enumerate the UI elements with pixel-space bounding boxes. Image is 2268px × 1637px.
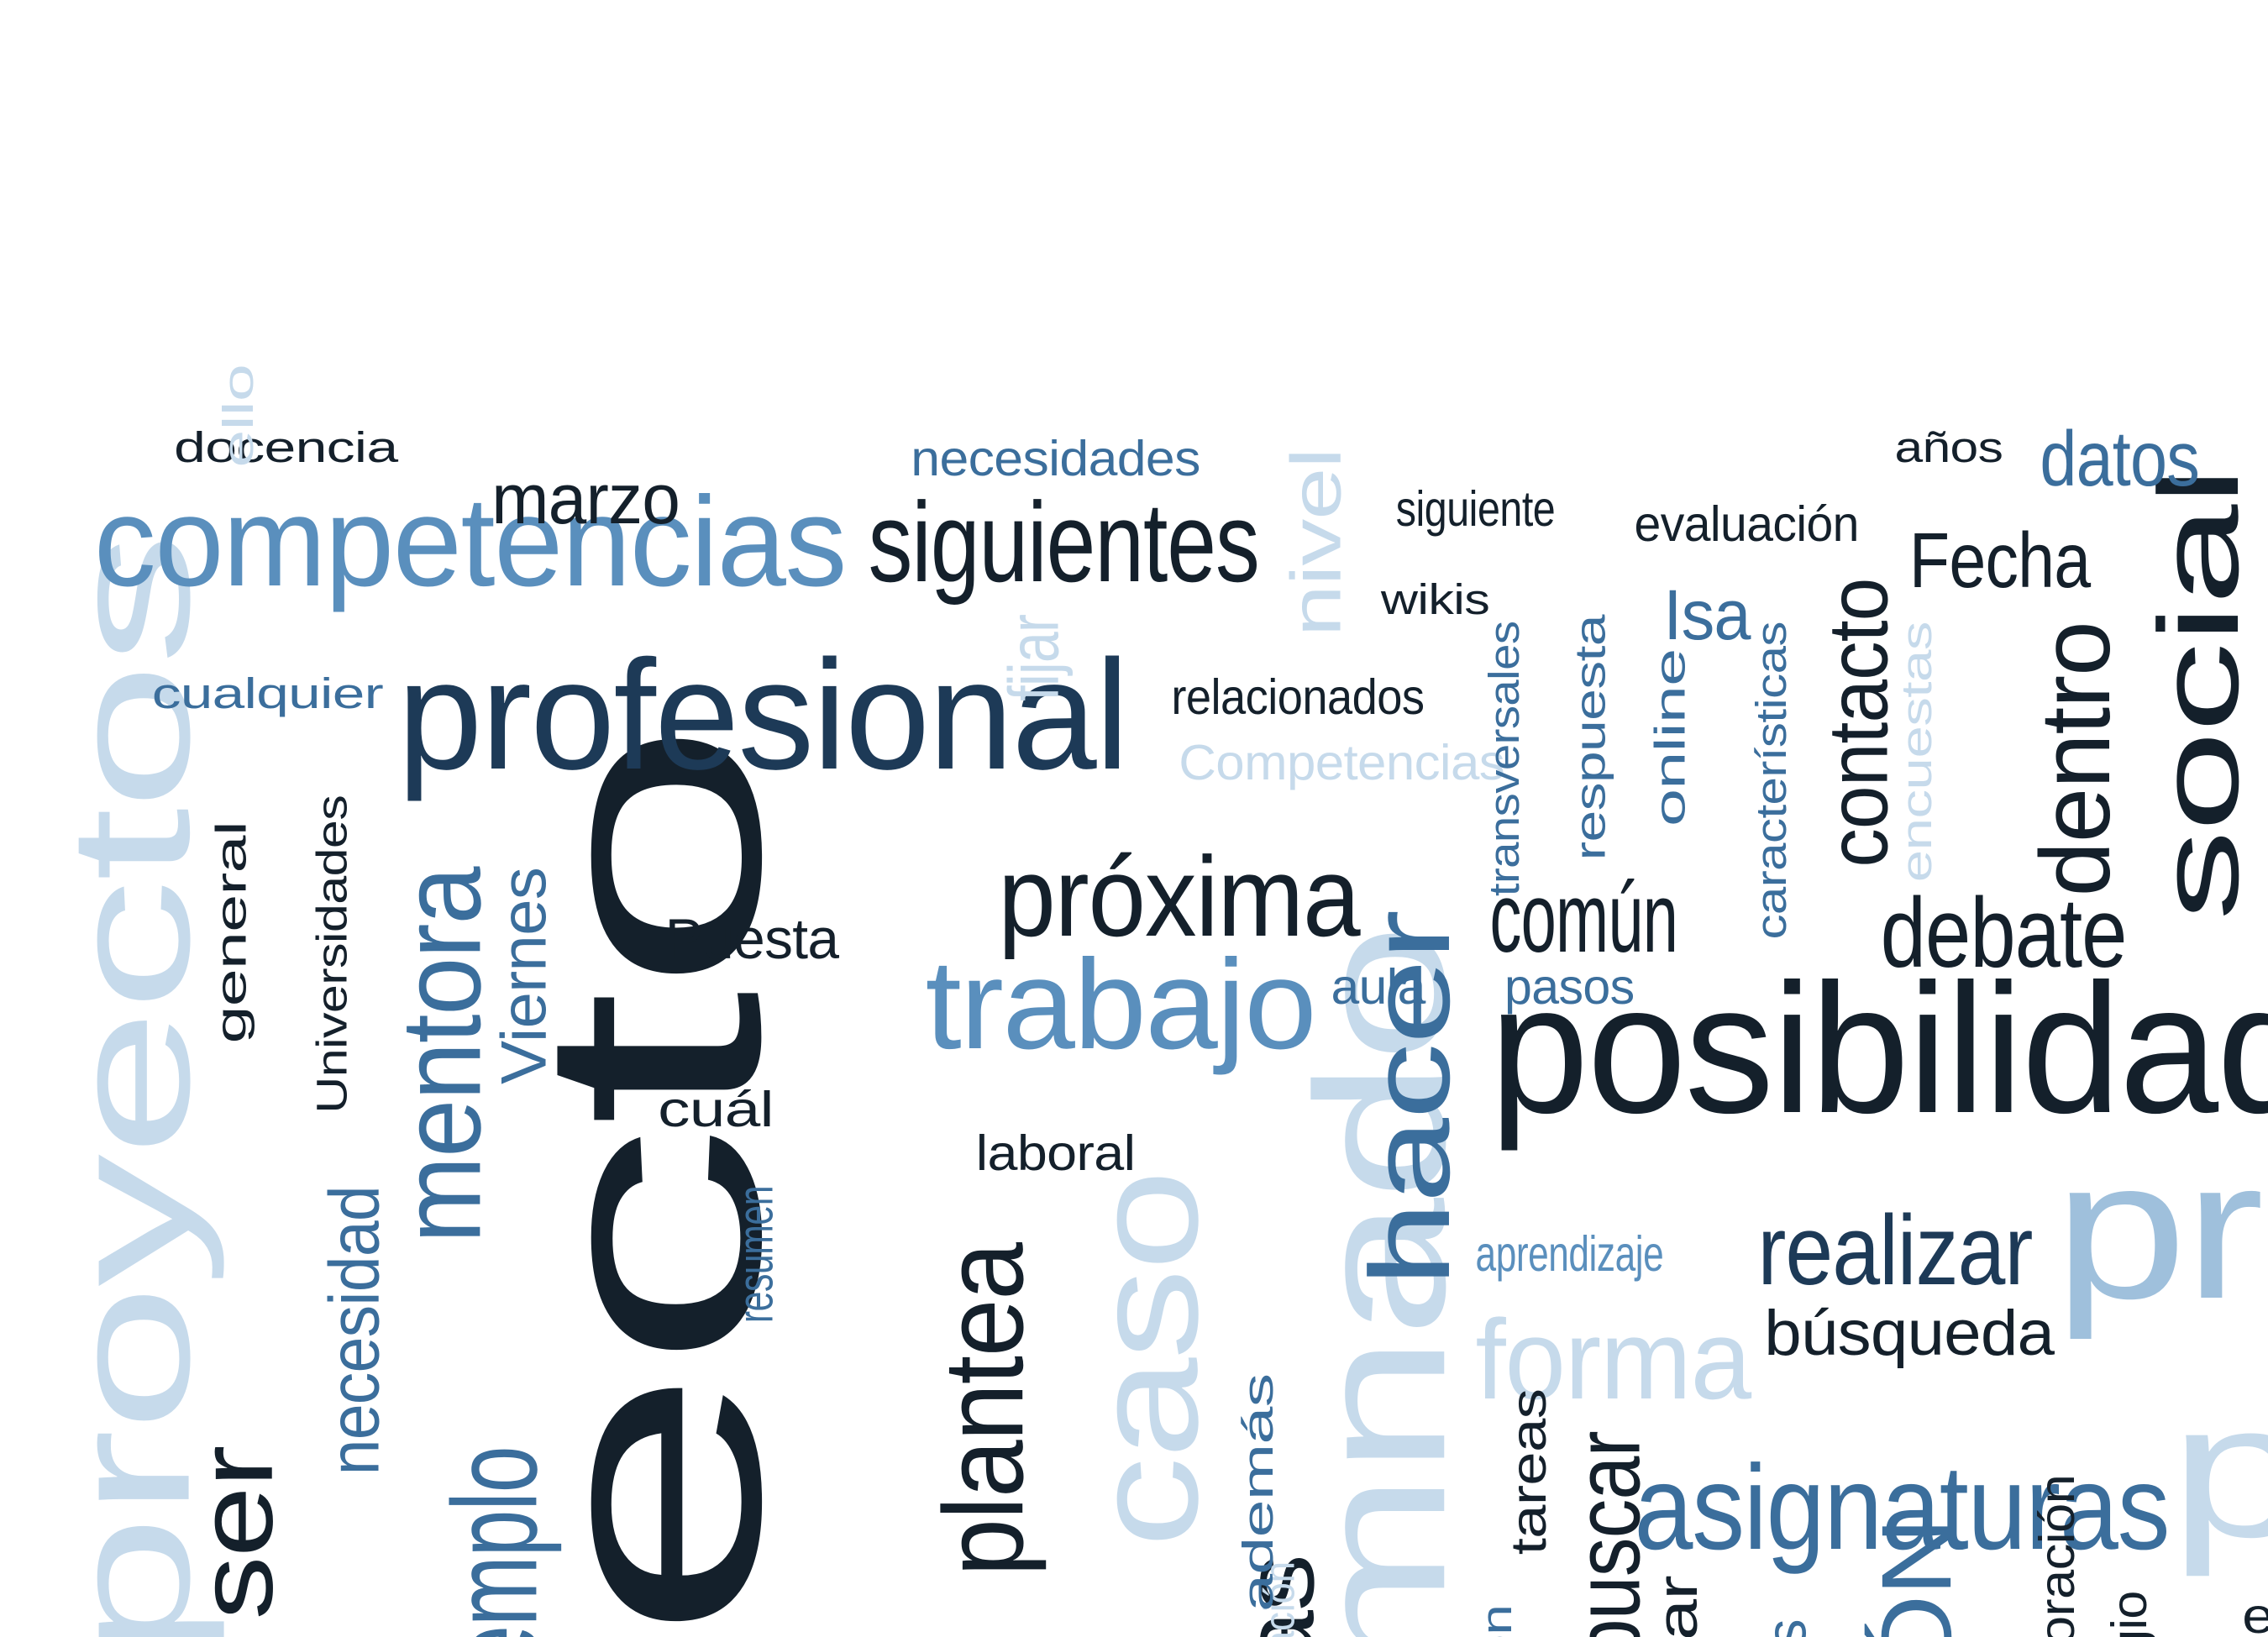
cloud-word: docencia (173, 423, 398, 472)
cloud-word: trabajo (926, 933, 1317, 1076)
cloud-word: necesidad (314, 1186, 394, 1476)
cloud-word: Viernes (488, 868, 560, 1085)
cloud-word: laboral (976, 1125, 1136, 1181)
cloud-word: Sergio (2102, 1591, 2157, 1637)
cloud-word: profesional (397, 628, 1130, 803)
cloud-word: propuesta (2170, 1375, 2268, 1567)
cloud-word: realizar (1757, 1195, 2033, 1307)
cloud-word: ello (213, 364, 262, 468)
cloud-word: búsqueda (1764, 1298, 2055, 1370)
cloud-word: encuestas (1892, 622, 1940, 883)
cloud-word: buscar (1557, 1431, 1660, 1637)
cloud-word: plantea (920, 1243, 1047, 1577)
cloud-word: siguiente (1395, 481, 1556, 538)
cloud-word: Fecha (1908, 516, 2091, 604)
cloud-word: wikis (1381, 575, 1490, 624)
cloud-word: mentora (377, 868, 505, 1244)
cloud-word: Puesta (665, 908, 839, 972)
cloud-word: marzo (491, 459, 680, 539)
cloud-word: tareas (1501, 1388, 1557, 1555)
cloud-word: transversales (1479, 621, 1528, 897)
cloud-word: relacionados (1171, 669, 1425, 726)
cloud-word: trabajar (1646, 1576, 1709, 1637)
cloud-word: REUNIÓN (1861, 1519, 1972, 1637)
cloud-word: siguientes (868, 479, 1259, 606)
cloud-word: ejemplo (428, 1446, 563, 1637)
cloud-word: competencias (93, 470, 848, 613)
cloud-word: social (2134, 467, 2262, 921)
cloud-word: necesidades (911, 431, 1201, 487)
cloud-word: años (1894, 423, 2003, 472)
cloud-word: resumen (727, 1186, 783, 1324)
cloud-word: dentro (2019, 622, 2131, 897)
cloud-word: expresión (2242, 1591, 2268, 1637)
cloud-word: posibles (1755, 1619, 1818, 1637)
cloud-word: Elaboración (2029, 1475, 2086, 1637)
cloud-word: aprendizaje (1475, 1226, 1664, 1283)
cloud-word: contacto (1810, 579, 1906, 868)
cloud-word: fijar (994, 615, 1074, 702)
cloud-word: próxima (998, 833, 1360, 961)
cloud-word: forma (1475, 1296, 1751, 1424)
cloud-word: datos (2039, 415, 2200, 503)
cloud-word: evaluación (1634, 496, 1860, 552)
cloud-word: educación (1473, 1605, 1520, 1637)
cloud-word: común (1489, 863, 1678, 974)
cloud-word: debate (1880, 877, 2127, 989)
cloud-word: nivel (1276, 448, 1356, 637)
cloud-word: caso (1063, 1171, 1230, 1548)
cloud-word: aula (1331, 958, 1425, 1015)
cloud-word: profesionales (2054, 1118, 2268, 1341)
cloud-word: Universidades (307, 795, 356, 1114)
cloud-word: además (1233, 1374, 1282, 1613)
cloud-word: posibilidad (1489, 945, 2268, 1152)
cloud-word: asignaturas (1634, 1440, 2171, 1575)
cloud-word: ser (175, 1445, 295, 1620)
cloud-word: online (1646, 648, 1694, 826)
cloud-word: Isa (1663, 575, 1751, 654)
cloud-word: pasos (1504, 958, 1635, 1015)
cloud-word: cuál (658, 1082, 774, 1138)
cloud-word: Competencias (1179, 734, 1505, 790)
cloud-word: general (207, 821, 255, 1044)
cloud-word: características (1746, 622, 1795, 940)
cloud-word: respuesta (1566, 614, 1614, 861)
cloud-word: cualquier (151, 669, 384, 717)
